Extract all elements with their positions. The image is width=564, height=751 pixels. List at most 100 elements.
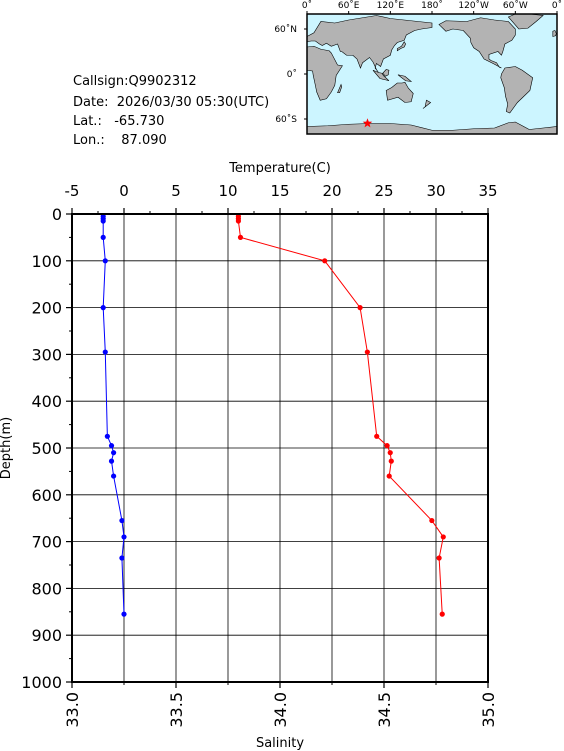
temperature-tick-label: -5 xyxy=(65,182,80,200)
temperature-data-point xyxy=(357,305,363,311)
date-value: 2026/03/30 05:30(UTC) xyxy=(116,95,270,110)
map-lon-label: 0˚ xyxy=(552,0,562,11)
salinity-data-point xyxy=(100,305,106,311)
map-ticks: 0˚ 60˚E 120˚E 180˚ 120˚W 60˚W 0˚ 60˚N 0˚ 60˚S xyxy=(274,0,562,125)
depth-axis-title: Depth(m) xyxy=(0,417,14,479)
temperature-data-point xyxy=(386,473,392,479)
temperature-tick-label: 15 xyxy=(270,182,289,200)
salinity-data-point xyxy=(108,458,115,464)
depth-tick-label: 600 xyxy=(31,486,62,505)
station-star-icon xyxy=(362,118,373,128)
map-land-indonesia xyxy=(372,69,390,82)
salinity-axis-title: Salinity xyxy=(256,736,304,751)
depth-tick-label: 300 xyxy=(31,345,62,364)
plot-series xyxy=(100,213,446,617)
salinity-data-point xyxy=(104,433,110,439)
depth-tick-label: 400 xyxy=(31,392,62,411)
salinity-profile-line xyxy=(102,216,125,615)
salinity-tick-label: 33.0 xyxy=(63,692,82,728)
depth-tick-label: 700 xyxy=(31,533,62,552)
depth-tick-label: 500 xyxy=(31,439,62,458)
salinity-tick-label: 33.5 xyxy=(167,692,186,728)
temperature-data-point xyxy=(429,517,435,524)
profile-plot: -5 0 5 10 15 20 25 30 35010020030040050060070080… xyxy=(21,182,498,728)
lon-label: Lon.: xyxy=(73,133,105,148)
salinity-data-point xyxy=(100,218,106,224)
temperature-data-point xyxy=(436,555,442,561)
depth-tick-label: 1000 xyxy=(21,673,62,692)
map-land xyxy=(306,13,558,135)
salinity-data-point xyxy=(111,473,117,479)
salinity-tick-label: 35.0 xyxy=(479,692,498,728)
salinity-data-point xyxy=(102,349,108,355)
lat-line: Lat.: -65.730 xyxy=(73,115,164,128)
map-land-japan xyxy=(396,41,406,52)
temperature-data-point xyxy=(322,258,328,264)
plot-grid xyxy=(72,214,488,682)
salinity-tick-label: 34.0 xyxy=(271,692,290,728)
world-map: 0˚ 60˚E 120˚E 180˚ 120˚W 60˚W 0˚ 60˚N 0˚ 60˚S xyxy=(274,0,562,135)
callsign-label: Callsign: xyxy=(73,74,129,89)
temperature-tick-label: 35 xyxy=(478,182,497,200)
map-land-australia xyxy=(385,81,414,103)
lat-value: -65.730 xyxy=(114,114,165,129)
salinity-data-point xyxy=(100,234,106,240)
salinity-data-point xyxy=(121,534,127,540)
temperature-tick-label: 20 xyxy=(322,182,341,200)
salinity-data-point xyxy=(119,555,125,561)
map-land-madagascar xyxy=(337,83,343,94)
depth-tick-label: 900 xyxy=(31,626,62,645)
map-lat-label: 60˚N xyxy=(274,24,297,35)
temperature-axis-title: Temperature(C) xyxy=(228,161,331,176)
temperature-tick-label: 30 xyxy=(426,182,445,200)
temperature-data-point xyxy=(235,218,241,224)
temperature-tick-label: 5 xyxy=(171,182,181,200)
temperature-data-point xyxy=(237,234,244,240)
map-land-uk xyxy=(552,30,557,37)
salinity-data-point xyxy=(119,517,125,524)
temperature-data-point xyxy=(387,450,393,456)
map-lon-label: 180˚ xyxy=(421,0,443,11)
callsign-value: Q9902312 xyxy=(128,74,197,89)
map-land-north-america xyxy=(438,17,516,69)
temperature-tick-label: 25 xyxy=(374,182,393,200)
temperature-data-point xyxy=(388,458,394,464)
depth-tick-label: 800 xyxy=(31,579,62,598)
temperature-data-point xyxy=(384,443,390,449)
lon-value: 87.090 xyxy=(121,133,167,148)
map-lon-label: 0˚ xyxy=(302,0,312,11)
date-label: Date: xyxy=(73,95,109,110)
salinity-data-point xyxy=(102,258,108,264)
map-lat-label: 60˚S xyxy=(275,114,297,125)
salinity-data-point xyxy=(111,450,117,456)
temperature-data-point xyxy=(364,349,370,355)
temperature-tick-label: 0 xyxy=(119,182,129,200)
depth-tick-label: 100 xyxy=(31,252,62,271)
map-land-europe-asia xyxy=(306,15,433,73)
station-marker xyxy=(362,118,373,128)
map-land-africa xyxy=(306,45,343,101)
map-land-borneo xyxy=(382,69,390,77)
map-land-south-america xyxy=(500,66,534,114)
temperature-profile-line xyxy=(237,216,444,615)
temperature-data-point xyxy=(440,534,446,540)
depth-tick-label: 200 xyxy=(31,299,62,318)
salinity-data-point xyxy=(121,611,127,617)
lon-line: Lon.: 87.090 xyxy=(73,134,167,147)
temperature-data-point xyxy=(374,433,380,439)
map-lat-label: 0˚ xyxy=(287,69,297,80)
map-lon-label: 120˚E xyxy=(377,0,405,11)
date-line: Date: 2026/03/30 05:30(UTC) xyxy=(73,96,269,109)
map-lon-label: 120˚W xyxy=(458,0,489,11)
map-land-new-zealand xyxy=(422,99,432,109)
callsign-line: Callsign:Q9902312 xyxy=(73,75,197,88)
map-lon-label: 60˚W xyxy=(503,0,528,11)
map-lon-label: 60˚E xyxy=(338,0,360,11)
temperature-tick-label: 10 xyxy=(218,182,237,200)
plot-axes: -5 0 5 10 15 20 25 30 35010020030040050060070080… xyxy=(21,182,498,728)
lat-label: Lat.: xyxy=(73,114,102,129)
depth-tick-label: 0 xyxy=(52,205,62,224)
salinity-data-point xyxy=(108,443,115,449)
salinity-tick-label: 34.5 xyxy=(375,692,394,728)
